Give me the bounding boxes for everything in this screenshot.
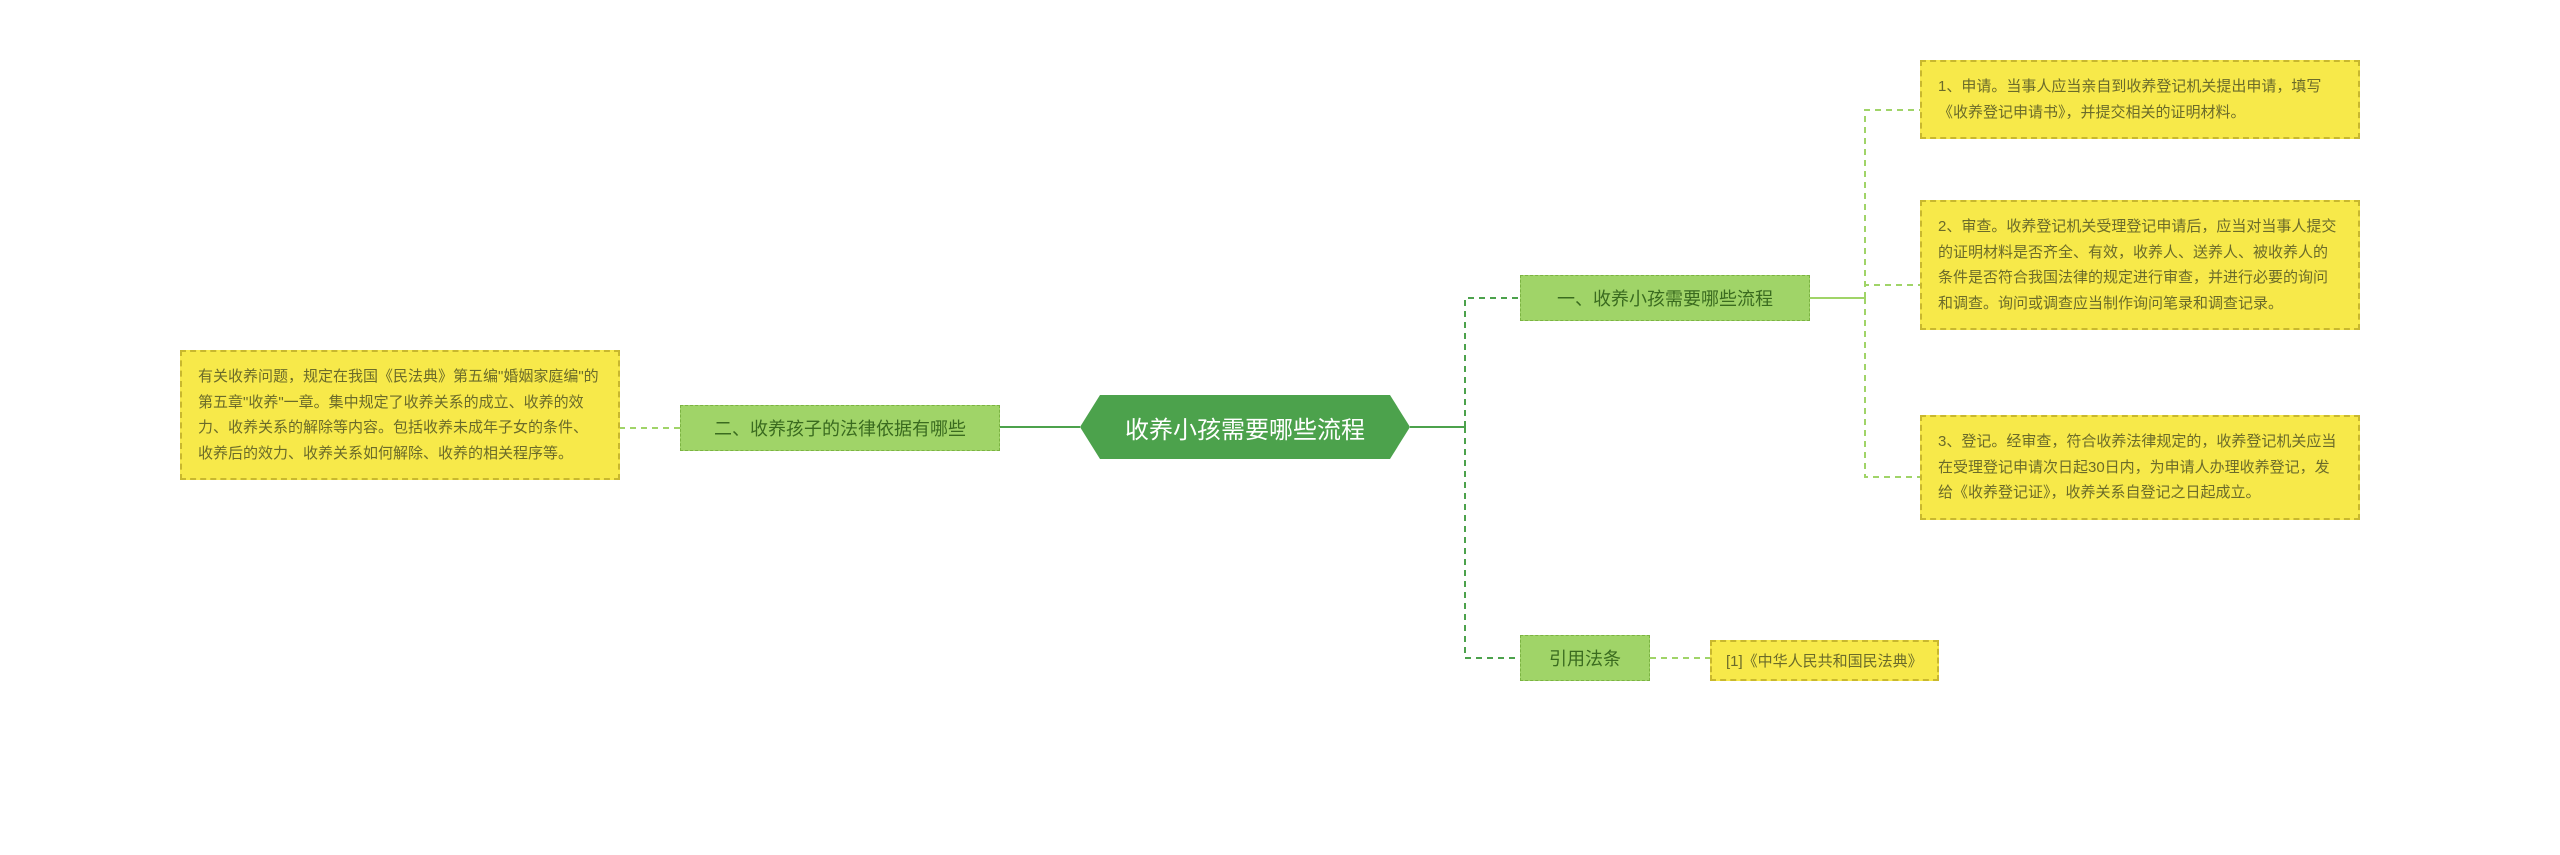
branch-right-top-label: 一、收养小孩需要哪些流程 (1557, 285, 1773, 311)
branch-right-bottom-label: 引用法条 (1549, 645, 1621, 671)
root-text: 收养小孩需要哪些流程 (1125, 410, 1365, 445)
root-node: 收养小孩需要哪些流程 (1080, 395, 1410, 459)
branch-left-title: 二、收养孩子的法律依据有哪些 (680, 405, 1000, 451)
leaf-right-2: 2、审查。收养登记机关受理登记申请后，应当对当事人提交的证明材料是否齐全、有效，… (1920, 200, 2360, 330)
branch-right-top-title: 一、收养小孩需要哪些流程 (1520, 275, 1810, 321)
leaf-right-3: 3、登记。经审查，符合收养法律规定的，收养登记机关应当在受理登记申请次日起30日… (1920, 415, 2360, 520)
leaf-left: 有关收养问题，规定在我国《民法典》第五编"婚姻家庭编"的第五章"收养"一章。集中… (180, 350, 620, 480)
branch-right-bottom-title: 引用法条 (1520, 635, 1650, 681)
branch-left-label: 二、收养孩子的法律依据有哪些 (714, 415, 966, 441)
leaf-right-bottom: [1]《中华人民共和国民法典》 (1710, 640, 1939, 681)
leaf-right-1-text: 1、申请。当事人应当亲自到收养登记机关提出申请，填写《收养登记申请书》，并提交相… (1938, 74, 2342, 125)
leaf-right-3-text: 3、登记。经审查，符合收养法律规定的，收养登记机关应当在受理登记申请次日起30日… (1938, 429, 2342, 506)
leaf-right-1: 1、申请。当事人应当亲自到收养登记机关提出申请，填写《收养登记申请书》，并提交相… (1920, 60, 2360, 139)
leaf-left-text: 有关收养问题，规定在我国《民法典》第五编"婚姻家庭编"的第五章"收养"一章。集中… (198, 364, 602, 466)
leaf-right-2-text: 2、审查。收养登记机关受理登记申请后，应当对当事人提交的证明材料是否齐全、有效，… (1938, 214, 2342, 316)
leaf-right-bottom-text: [1]《中华人民共和国民法典》 (1726, 650, 1923, 671)
